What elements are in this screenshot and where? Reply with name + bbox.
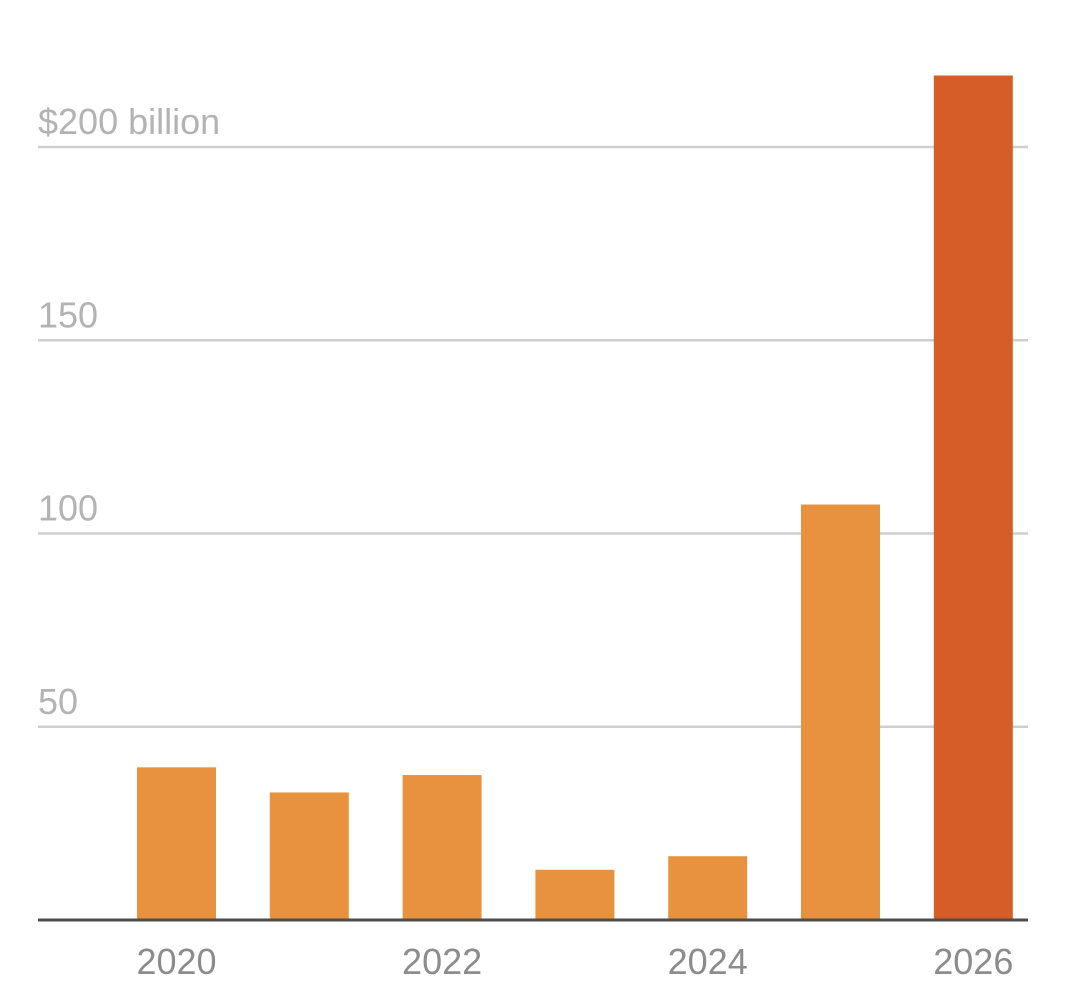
bar-2021 <box>269 792 349 920</box>
x-tick-label: 2022 <box>402 941 482 982</box>
x-tick-label: 2026 <box>933 941 1013 982</box>
x-tick-label: 2024 <box>668 941 748 982</box>
bar-2025 <box>801 504 880 920</box>
y-tick-label: 150 <box>38 294 98 335</box>
x-tick-label: 2020 <box>136 941 216 982</box>
y-tick-label: $200 billion <box>38 101 220 142</box>
y-tick-label: 50 <box>38 681 78 722</box>
bar-2023 <box>535 869 615 920</box>
bar-2022 <box>402 775 482 920</box>
bar-2026 <box>933 75 1013 920</box>
bar-2020 <box>137 767 216 920</box>
bar-2024 <box>668 856 748 920</box>
x-axis-tick-labels: 2020 2022 2024 2026 <box>136 941 1013 982</box>
y-tick-label: 100 <box>38 488 98 529</box>
y-axis-tick-labels: 50 100 150 $200 billion <box>38 101 220 722</box>
bars <box>137 75 1013 920</box>
